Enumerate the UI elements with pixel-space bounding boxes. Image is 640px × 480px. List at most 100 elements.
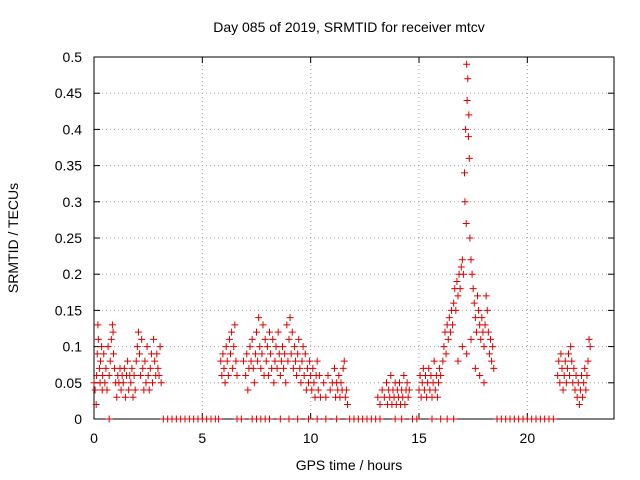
- data-point: [344, 401, 351, 409]
- data-point: [102, 364, 110, 372]
- data-point: [249, 364, 257, 372]
- data-point: [378, 386, 386, 394]
- data-point: [141, 357, 149, 365]
- data-point: [575, 401, 583, 409]
- data-point: [297, 379, 305, 387]
- data-point: [247, 357, 255, 365]
- data-point: [463, 96, 471, 104]
- x-tick-labels: 0 5 10 15 20: [90, 430, 535, 446]
- data-point: [306, 357, 314, 365]
- data-point: [457, 263, 465, 271]
- data-point: [95, 364, 103, 372]
- data-point: [94, 335, 102, 343]
- data-point: [253, 328, 260, 336]
- data-point: [425, 364, 433, 372]
- y-tick-label: 0.4: [63, 121, 83, 137]
- data-point: [97, 357, 104, 365]
- data-point: [223, 357, 231, 365]
- data-point: [442, 350, 450, 358]
- data-point: [565, 350, 572, 358]
- data-point: [383, 379, 390, 387]
- data-point: [222, 343, 230, 351]
- data-point: [299, 343, 307, 351]
- data-point: [549, 415, 557, 423]
- chart-title: Day 085 of 2019, SRMTID for receiver mtc…: [213, 19, 485, 35]
- data-point: [464, 75, 472, 83]
- data-point: [225, 335, 233, 343]
- data-point: [219, 350, 227, 358]
- data-point: [309, 364, 317, 372]
- data-point: [322, 393, 330, 401]
- data-point: [463, 60, 471, 68]
- data-point: [481, 321, 489, 329]
- data-point: [139, 364, 147, 372]
- y-tick-label: 0.45: [55, 85, 82, 101]
- data-point: [133, 343, 141, 351]
- data-point: [482, 292, 490, 300]
- data-point: [333, 415, 341, 423]
- data-point: [276, 415, 284, 423]
- data-point: [405, 386, 413, 394]
- data-point: [556, 379, 564, 387]
- data-point: [563, 364, 571, 372]
- data-point: [430, 357, 438, 365]
- data-point: [98, 343, 106, 351]
- data-point: [240, 357, 247, 365]
- y-tick-label: 0.35: [55, 158, 82, 174]
- data-point: [341, 393, 349, 401]
- data-point: [273, 364, 281, 372]
- data-point: [232, 357, 240, 365]
- x-tick-label: 20: [520, 430, 536, 446]
- data-point: [237, 415, 245, 423]
- data-point: [471, 364, 479, 372]
- data-point: [474, 292, 481, 300]
- data-point: [337, 379, 345, 387]
- data-point: [557, 350, 565, 358]
- data-point: [287, 350, 295, 358]
- data-point: [461, 198, 469, 206]
- data-point: [445, 314, 453, 322]
- data-point: [251, 350, 259, 358]
- data-point: [233, 372, 241, 380]
- data-point: [461, 169, 468, 177]
- data-point: [120, 364, 128, 372]
- data-point: [462, 125, 470, 133]
- data-point: [285, 415, 293, 423]
- data-point: [293, 372, 301, 380]
- data-point: [471, 314, 479, 322]
- data-point: [154, 364, 162, 372]
- data-point: [294, 350, 302, 358]
- data-point: [582, 386, 590, 394]
- y-tick-label: 0.1: [63, 339, 83, 355]
- data-point: [465, 154, 473, 162]
- x-tick-label: 15: [411, 430, 427, 446]
- data-point: [262, 357, 270, 365]
- data-point: [478, 314, 486, 322]
- data-point: [470, 299, 478, 307]
- y-tick-label: 0.3: [63, 194, 83, 210]
- data-point: [466, 234, 474, 242]
- data-point: [286, 314, 294, 322]
- data-point: [585, 335, 593, 343]
- data-point: [101, 379, 109, 387]
- data-point: [217, 357, 225, 365]
- data-point: [105, 372, 113, 380]
- data-point: [440, 343, 448, 351]
- data-point: [586, 343, 594, 351]
- data-point: [130, 372, 138, 380]
- data-point: [446, 328, 454, 336]
- data-point: [259, 321, 267, 329]
- data-point: [276, 372, 284, 380]
- data-point: [443, 415, 451, 423]
- data-point: [261, 335, 269, 343]
- data-point: [266, 328, 273, 336]
- data-point: [258, 350, 266, 358]
- data-point: [277, 357, 285, 365]
- data-point: [145, 386, 153, 394]
- data-point: [295, 335, 303, 343]
- data-point: [246, 343, 254, 351]
- data-point: [215, 415, 223, 423]
- data-point: [485, 350, 493, 358]
- data-point: [92, 401, 100, 409]
- data-point: [243, 350, 251, 358]
